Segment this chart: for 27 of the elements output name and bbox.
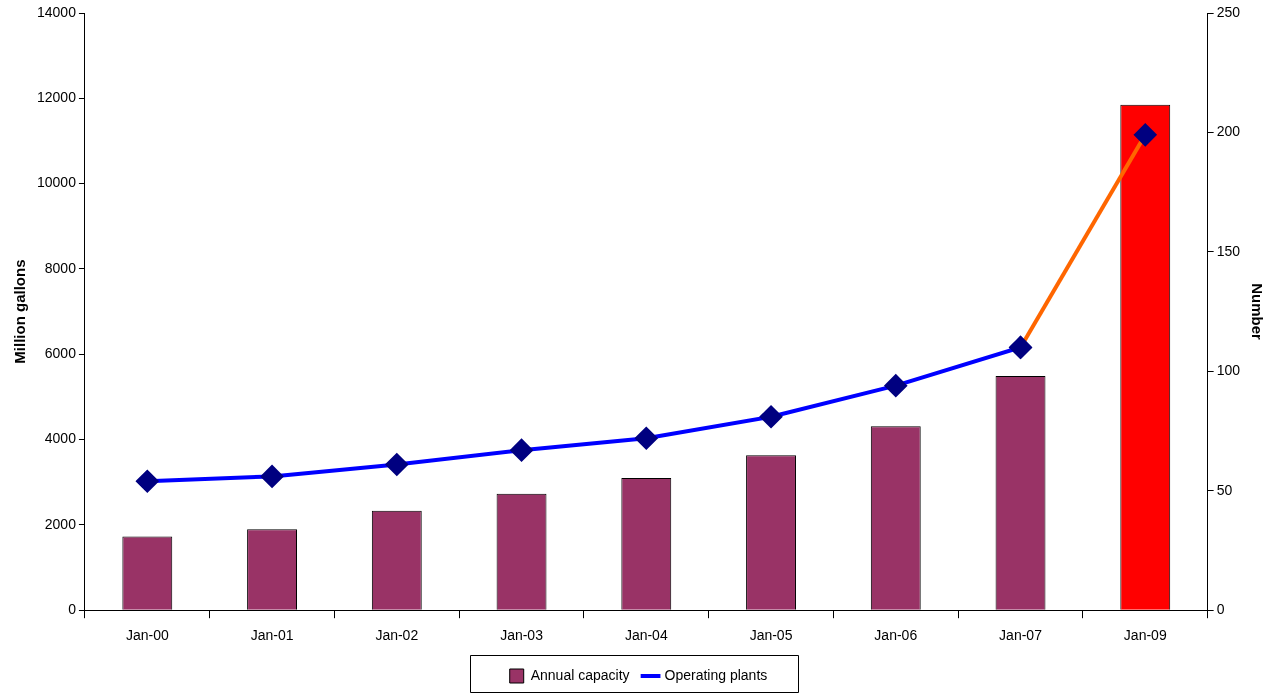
legend-label: Annual capacity <box>530 666 630 683</box>
y-tick-label: 14000 <box>36 3 77 20</box>
x-tick-label: Jan-06 <box>874 627 918 644</box>
y2-tick-label: 50 <box>1216 481 1233 498</box>
y2-tick-label: 100 <box>1216 362 1241 379</box>
legend-label: Operating plants <box>664 666 768 683</box>
y2-tick-label: 0 <box>1216 601 1225 618</box>
x-tick-label: Jan-09 <box>1123 627 1167 644</box>
y-tick-label: 12000 <box>36 89 77 106</box>
y2-tick-label: 200 <box>1216 123 1241 140</box>
y-tick-label: 6000 <box>44 345 77 362</box>
y2-axis-title: Number <box>1248 283 1266 341</box>
y-tick-label: 0 <box>68 601 77 618</box>
x-tick-label: Jan-03 <box>500 627 544 644</box>
y-tick-label: 2000 <box>44 515 77 532</box>
y-tick-label: 8000 <box>44 259 77 276</box>
x-tick-label: Jan-04 <box>624 627 668 644</box>
y-axis-title: Million gallons <box>11 259 29 364</box>
x-tick-label: Jan-05 <box>749 627 793 644</box>
x-tick-label: Jan-01 <box>250 627 294 644</box>
x-tick-label: Jan-02 <box>375 627 419 644</box>
y2-tick-label: 150 <box>1216 242 1241 259</box>
x-tick-label: Jan-07 <box>999 627 1043 644</box>
x-tick-label: Jan-00 <box>125 627 169 644</box>
y-tick-label: 4000 <box>44 430 77 447</box>
y2-tick-label: 250 <box>1216 3 1241 20</box>
y-tick-label: 10000 <box>36 174 77 191</box>
